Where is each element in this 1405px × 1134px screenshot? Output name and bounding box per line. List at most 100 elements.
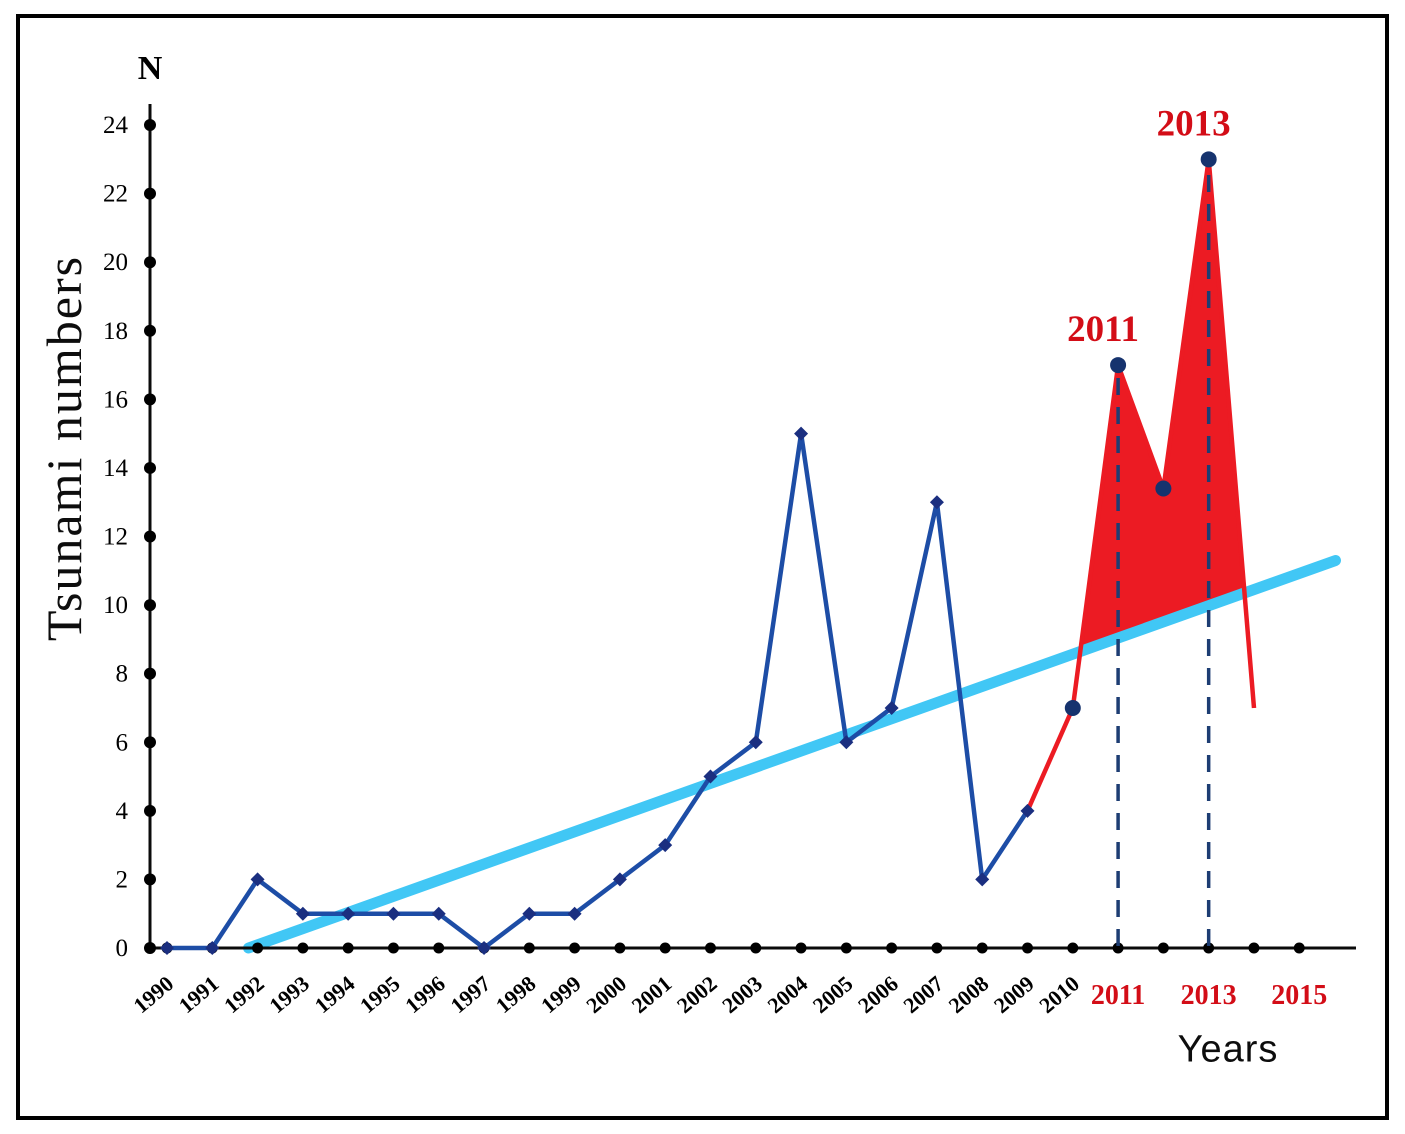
x-tick-dot bbox=[795, 942, 807, 954]
x-tick-dot bbox=[1203, 942, 1215, 954]
recent-point-dot bbox=[1064, 699, 1081, 716]
x-tick-dot bbox=[433, 942, 445, 954]
y-tick-dot bbox=[144, 804, 156, 817]
figure-border bbox=[16, 14, 1389, 1120]
x-tick-label-red: 2011 bbox=[1091, 980, 1145, 1011]
x-tick-label: 1999 bbox=[536, 971, 586, 1018]
recent-point-dot bbox=[1200, 151, 1217, 168]
x-tick-label: 1995 bbox=[355, 971, 405, 1018]
x-tick-label: 2007 bbox=[898, 971, 948, 1018]
peak-annotation-2013: 2013 bbox=[1157, 103, 1231, 144]
x-tick-dot bbox=[886, 942, 898, 954]
x-tick-dot bbox=[1022, 942, 1034, 954]
observed-point-diamond bbox=[748, 735, 763, 750]
x-tick-label: 1994 bbox=[310, 971, 360, 1018]
y-tick-label: 12 bbox=[103, 524, 128, 551]
observed-point-diamond bbox=[386, 906, 401, 921]
x-tick-label: 1991 bbox=[174, 971, 224, 1018]
x-tick-dot bbox=[931, 942, 943, 954]
x-tick-label: 2000 bbox=[581, 971, 631, 1018]
observed-point-diamond bbox=[612, 872, 627, 887]
y-tick-label: 16 bbox=[103, 386, 128, 413]
x-tick-dot bbox=[840, 942, 852, 954]
observed-point-diamond bbox=[929, 495, 944, 510]
y-tick-label: 2 bbox=[116, 866, 129, 893]
x-tick-dot bbox=[569, 942, 581, 954]
observed-point-diamond bbox=[205, 941, 220, 955]
observed-point-diamond bbox=[295, 906, 310, 921]
peak-annotation-2011: 2011 bbox=[1067, 309, 1139, 350]
trend-line bbox=[243, 555, 1341, 954]
x-tick-label: 2010 bbox=[1034, 971, 1084, 1018]
x-tick-label: 2001 bbox=[627, 971, 677, 1018]
x-tick-label: 1992 bbox=[219, 971, 269, 1018]
observed-point-diamond bbox=[477, 941, 492, 955]
x-tick-dot bbox=[750, 942, 762, 954]
y-tick-dot bbox=[144, 599, 156, 612]
y-tick-label: 6 bbox=[116, 729, 129, 756]
observed-point-diamond bbox=[1020, 803, 1035, 818]
recent-point-dot bbox=[1155, 480, 1172, 497]
y-tick-dot bbox=[144, 324, 156, 337]
observed-point-diamond bbox=[703, 769, 718, 784]
x-tick-label: 2005 bbox=[808, 971, 858, 1018]
x-tick-dot bbox=[614, 942, 626, 954]
observed-point-diamond bbox=[250, 872, 265, 887]
observed-point-diamond bbox=[567, 906, 582, 921]
x-tick-dot bbox=[1157, 942, 1169, 954]
y-tick-label: 20 bbox=[103, 249, 128, 276]
excess-above-trend-fill bbox=[1080, 159, 1245, 652]
y-tick-label: 24 bbox=[103, 112, 129, 139]
observed-point-diamond bbox=[160, 941, 174, 955]
x-tick-label: 1996 bbox=[400, 971, 450, 1018]
x-axis-title: Years bbox=[1177, 1028, 1279, 1071]
x-tick-dot bbox=[1293, 942, 1305, 954]
x-tick-label-red: 2015 bbox=[1271, 980, 1327, 1011]
x-tick-dot bbox=[1067, 942, 1079, 954]
y-tick-label: 18 bbox=[103, 318, 128, 345]
x-tick-dot bbox=[252, 942, 264, 954]
y-tick-dot bbox=[144, 667, 156, 680]
y-tick-dot bbox=[144, 736, 156, 749]
observed-point-diamond bbox=[431, 906, 446, 921]
x-tick-dot bbox=[523, 942, 535, 954]
y-axis-title: Tsunami numbers bbox=[36, 254, 92, 642]
observed-point-diamond bbox=[839, 735, 854, 750]
y-tick-dot bbox=[144, 873, 156, 886]
x-tick-dot bbox=[297, 942, 309, 954]
y-tick-label: 10 bbox=[103, 592, 128, 619]
x-tick-dot bbox=[1248, 942, 1260, 954]
x-tick-label: 2008 bbox=[944, 971, 994, 1018]
y-tick-label: 0 bbox=[116, 935, 129, 962]
x-tick-dot bbox=[342, 942, 354, 954]
x-tick-label: 2003 bbox=[717, 971, 767, 1018]
y-tick-dot bbox=[144, 187, 156, 200]
y-tick-dot bbox=[144, 530, 156, 543]
recent-series-line bbox=[1025, 157, 1257, 812]
x-tick-dot bbox=[1112, 942, 1124, 954]
y-tick-label: 22 bbox=[103, 181, 128, 208]
x-tick-dot bbox=[659, 942, 671, 954]
x-tick-label: 2009 bbox=[989, 971, 1039, 1018]
observed-point-diamond bbox=[975, 872, 990, 887]
y-tick-dot bbox=[144, 393, 156, 406]
y-axis-symbol: N bbox=[137, 50, 163, 87]
y-tick-label: 8 bbox=[116, 661, 129, 688]
y-tick-dot bbox=[144, 461, 156, 474]
observed-point-diamond bbox=[884, 700, 899, 715]
recent-point-dot bbox=[1110, 357, 1127, 374]
x-tick-label-red: 2013 bbox=[1181, 980, 1237, 1011]
x-tick-label: 1993 bbox=[264, 971, 314, 1018]
observed-series-line bbox=[167, 431, 1030, 951]
observed-point-diamond bbox=[341, 906, 356, 921]
y-tick-dot bbox=[144, 119, 156, 132]
observed-point-diamond bbox=[794, 426, 809, 441]
y-tick-label: 4 bbox=[116, 798, 129, 825]
y-tick-dot bbox=[144, 942, 156, 954]
x-tick-label: 1997 bbox=[445, 971, 495, 1018]
x-tick-dot bbox=[704, 942, 716, 954]
observed-point-diamond bbox=[522, 906, 537, 921]
x-tick-label: 1990 bbox=[128, 971, 178, 1018]
x-tick-label: 1998 bbox=[491, 971, 541, 1018]
